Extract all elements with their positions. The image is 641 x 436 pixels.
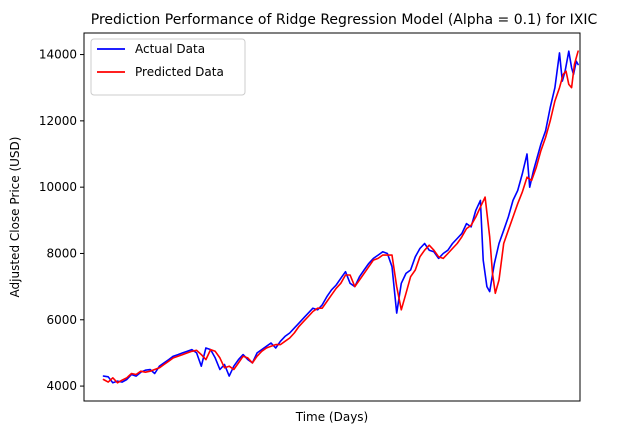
y-tick-label: 12000 [39, 114, 77, 128]
legend: Actual Data Predicted Data [90, 38, 246, 96]
plot-frame [83, 32, 581, 402]
y-tick-label: 8000 [46, 246, 77, 260]
y-tick-label: 14000 [39, 48, 77, 62]
y-axis: 4000 6000 8000 10000 12000 14000 [39, 48, 84, 393]
legend-label-predicted: Predicted Data [135, 65, 224, 79]
series-line-predicted [102, 50, 579, 384]
series-line-actual [102, 50, 579, 384]
legend-label-actual: Actual Data [135, 42, 205, 56]
y-tick-label: 10000 [39, 180, 77, 194]
series-layer [102, 50, 579, 384]
chart-title: Prediction Performance of Ridge Regressi… [91, 12, 598, 28]
y-axis-label: Adjusted Close Price (USD) [8, 137, 22, 298]
legend-box [90, 38, 246, 96]
y-tick-label: 4000 [46, 379, 77, 393]
y-tick-label: 6000 [46, 313, 77, 327]
x-axis-label: Time (Days) [295, 410, 369, 424]
